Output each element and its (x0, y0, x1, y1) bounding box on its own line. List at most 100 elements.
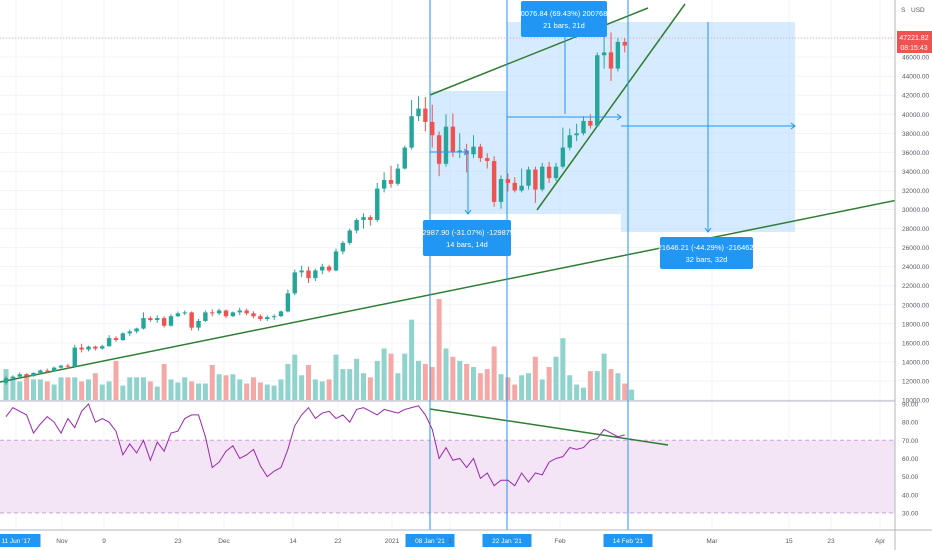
candle-body (553, 166, 559, 179)
candle-body (196, 320, 201, 328)
volume-bar (271, 385, 277, 400)
volume-bar (354, 358, 360, 400)
volume-bar (79, 381, 85, 400)
candle-body (182, 312, 187, 314)
measure-labels[interactable]: 20076.84 (69.43%) 2007684 21 bars, 21d -12… (416, 1, 758, 269)
volume-bar (553, 356, 559, 400)
trendline-rsi-divergence[interactable] (429, 408, 669, 446)
candle-body (375, 188, 380, 220)
measure-arrow-up-h-head (616, 113, 622, 121)
price-tick-label: 46000.00 (902, 55, 929, 62)
price-tick-label: 42000.00 (902, 93, 929, 100)
candle-body (526, 169, 531, 186)
price-axis-bg (895, 0, 932, 550)
candle-body (134, 328, 139, 332)
volume-bar (567, 375, 573, 400)
volume-bar (230, 374, 236, 400)
candle-body (223, 310, 229, 317)
candle-body (251, 313, 256, 317)
volume-bar (161, 363, 167, 400)
time-tick-highlight (482, 534, 532, 547)
price-tick-label: 36000.00 (902, 150, 929, 157)
candle-body (237, 310, 242, 313)
volume-bar (484, 369, 490, 400)
time-tick-highlight (0, 534, 41, 547)
time-tick-label: 1 (448, 538, 452, 545)
volume-bar (72, 377, 78, 400)
candle-body (540, 166, 545, 190)
candle-body (244, 310, 249, 314)
trendline-channel-top[interactable] (429, 7, 649, 96)
volume-bar (471, 367, 476, 400)
volume-bar (17, 381, 23, 400)
volume-bar (175, 382, 181, 400)
volume-bar (299, 375, 305, 400)
candle-body (141, 318, 146, 329)
volume-bar (416, 360, 421, 400)
candle-body (395, 168, 401, 184)
candle-body (285, 293, 291, 312)
time-tick-label: 22 (334, 538, 342, 545)
volume-bar (601, 353, 607, 400)
price-tick-label: 10000.00 (902, 398, 929, 405)
volume-bar (264, 384, 270, 400)
price-axis[interactable]: 10000.00 12000.00 14000.00 16000.00 18000.00… (894, 0, 932, 550)
measure-label[interactable]: -21646.21 (-44.29%) -2164621 32 bars, 32d (655, 237, 758, 269)
volume-bar (154, 386, 160, 400)
volume-bar (443, 348, 449, 400)
volume-bar (526, 373, 531, 400)
volume-bars (3, 299, 635, 400)
candle-body (436, 135, 442, 164)
price-tick-label: 40000.00 (902, 112, 929, 119)
measure-arrow-drop-2-head (704, 227, 712, 233)
time-axis[interactable]: 11 Jun '17 Nov 9 23 Dec 14 22 2021 08 Jan '21 1 22… (0, 529, 932, 547)
volume-bar (306, 364, 311, 400)
time-tick-label: 22 Jan '21 (492, 538, 522, 545)
measure-label[interactable]: 20076.84 (69.43%) 2007684 21 bars, 21d (516, 1, 612, 37)
candle-body (65, 365, 71, 367)
measure-label[interactable]: -12987.90 (-31.07%) -1298750 14 bars, 14d (416, 220, 519, 256)
candle-body (567, 135, 572, 148)
time-tick-label: Apr (875, 538, 886, 545)
trendline-support[interactable] (0, 192, 932, 383)
volume-bar (196, 383, 201, 400)
volume-bar (340, 369, 346, 400)
candle-body (519, 185, 524, 191)
volume-bar (257, 382, 263, 400)
candles (3, 32, 627, 385)
volume-bar (519, 375, 525, 400)
volume-bar (65, 377, 71, 400)
measure-box-up (507, 22, 795, 114)
candle-body (347, 230, 352, 243)
volume-bar (512, 384, 518, 400)
volume-bar (92, 373, 98, 400)
time-tick-label: 11 Jun '17 (1, 538, 31, 545)
candle-body (278, 311, 284, 317)
price-tick-label: 34000.00 (902, 169, 929, 176)
volume-bar (189, 381, 195, 400)
volume-bar (86, 379, 91, 400)
scale-mode-label[interactable]: S (901, 7, 906, 14)
volume-bar (333, 354, 339, 400)
candle-body (491, 160, 497, 202)
candle-body (430, 121, 435, 136)
time-tick-label: 2021 (385, 538, 400, 545)
candle-body (189, 312, 194, 328)
measure-label-line1: -21646.21 (-44.29%) -2164621 (655, 243, 758, 252)
price-tick-label: 22000.00 (902, 283, 929, 290)
candle-body (79, 347, 84, 350)
candle-body (546, 166, 552, 179)
rsi-line (5, 403, 625, 487)
candle-body (533, 169, 538, 190)
price-tick-label: 26000.00 (902, 245, 929, 252)
volume-bar (402, 353, 408, 400)
candle-body (120, 333, 126, 340)
volume-bar (51, 384, 57, 400)
volume-bar (99, 384, 105, 400)
candle-body (498, 179, 504, 202)
measure-label-bg (423, 220, 511, 256)
rsi-indicator (5, 403, 625, 487)
volume-bar (237, 379, 243, 400)
time-tick-label: 23 (174, 538, 182, 545)
